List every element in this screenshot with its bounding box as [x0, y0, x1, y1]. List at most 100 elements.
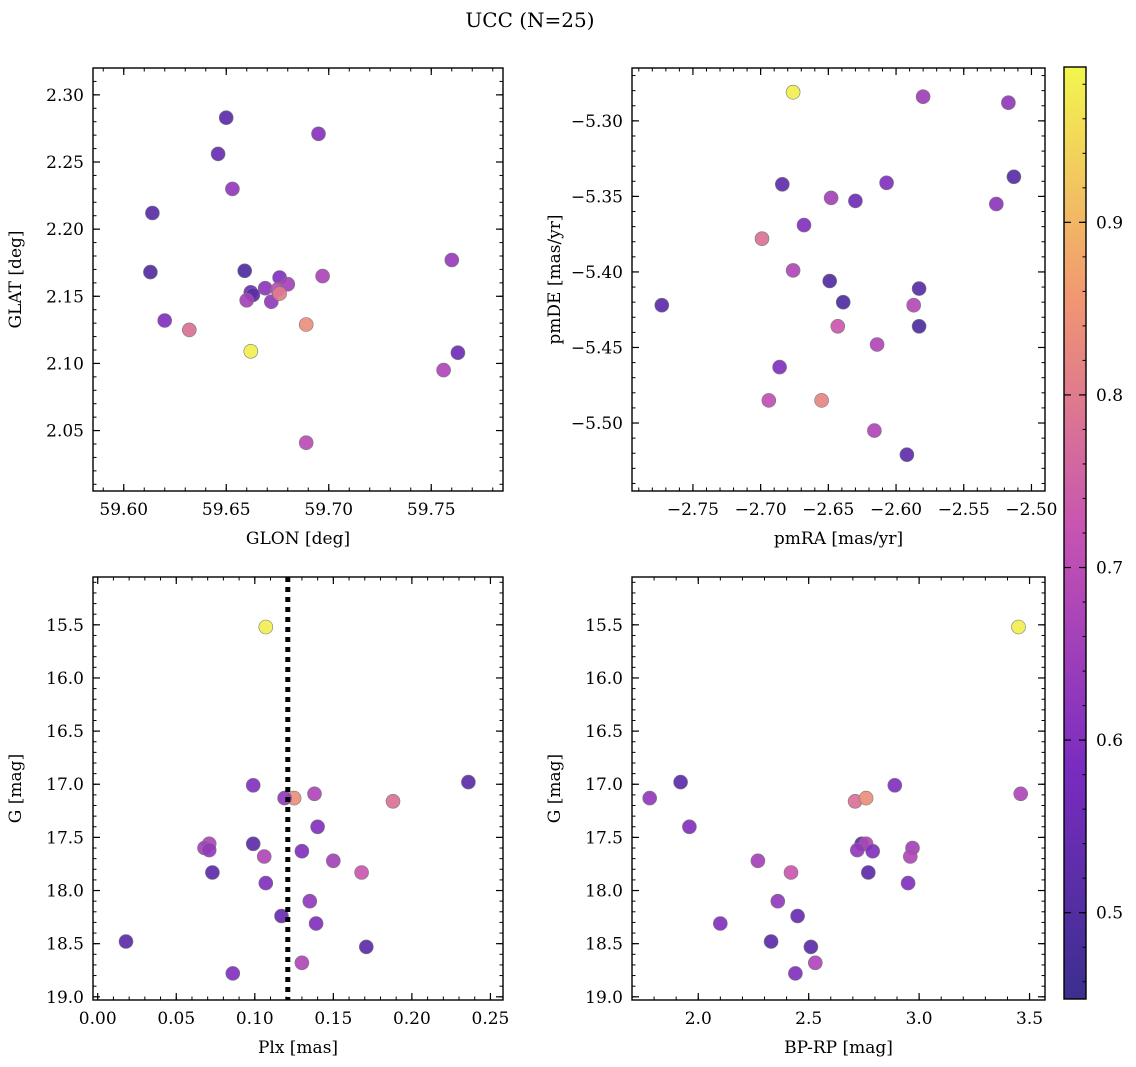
data-point: [298, 317, 314, 332]
data-point: [225, 181, 240, 197]
y-axis-label: GLAT [deg]: [6, 230, 26, 328]
y-tick-label: 18.5: [46, 935, 84, 955]
x-axis-label: BP-RP [mag]: [784, 1038, 893, 1058]
y-tick-label: −5.50: [571, 414, 623, 434]
ticks-pmra-pmde: −2.75 −2.70 −2.65 −2.60 −2.55 −2.50 −5.50 −5.45…: [571, 68, 1058, 520]
x-tick-label: −2.65: [802, 500, 854, 520]
data-point: [205, 865, 220, 880]
y-tick-label: 15.5: [585, 616, 623, 636]
data-point: [915, 89, 931, 104]
data-point: [237, 263, 252, 279]
y-axis-label: pmDE [mas/yr]: [545, 214, 565, 344]
x-tick-label: −2.70: [735, 500, 787, 520]
data-point: [294, 843, 310, 859]
data-point: [325, 853, 341, 869]
y-tick-label: 2.10: [46, 354, 84, 374]
ticks-glon-glat: 59.60 59.65 59.70 59.75 2.05 2.10 2.15 2.20 2.25…: [46, 67, 503, 520]
x-tick-label: −2.60: [870, 500, 922, 520]
ticks-bprp-g: 2.0 2.5 3.0 3.5 15.5 16.0 16.5 17.0 17.5 18.0 18.5…: [585, 577, 1045, 1029]
colorbar-tick-label: 0.8: [1096, 386, 1123, 406]
y-tick-label: 19.0: [585, 988, 623, 1008]
x-tick-label: 59.60: [99, 500, 148, 520]
y-tick-label: 18.0: [46, 882, 84, 902]
x-tick-label: 3.5: [1016, 1009, 1043, 1029]
data-point: [796, 217, 812, 233]
data-point: [436, 362, 451, 378]
colorbar-tick-label: 0.7: [1096, 559, 1123, 579]
x-axis-label: pmRA [mas/yr]: [774, 529, 903, 549]
data-point: [354, 865, 369, 880]
colorbar-tick-label: 0.5: [1096, 904, 1123, 924]
data-point: [673, 774, 688, 790]
data-point: [1011, 619, 1026, 635]
y-tick-label: 2.25: [46, 153, 84, 173]
data-point: [911, 281, 927, 296]
data-point: [201, 842, 217, 858]
data-point: [848, 193, 863, 209]
axes-frame: [631, 576, 1046, 1001]
x-tick-label: 2.0: [685, 1009, 712, 1029]
data-point: [790, 908, 805, 924]
data-point: [311, 126, 326, 142]
panel-bprp-g: 2.0 2.5 3.0 3.5 15.5 16.0 16.5 17.0 17.5 18.0 18.5…: [545, 576, 1046, 1058]
data-point: [258, 875, 274, 891]
data-point: [783, 865, 799, 880]
y-tick-label: −5.40: [571, 263, 623, 283]
axes-frame: [631, 67, 1046, 492]
y-tick-label: 16.5: [46, 722, 84, 742]
data-point: [807, 955, 823, 971]
data-point: [1006, 169, 1022, 185]
data-point: [785, 263, 801, 278]
y-tick-label: 17.5: [46, 828, 84, 848]
x-tick-label: 59.75: [407, 500, 456, 520]
points-glon-glat: [143, 110, 466, 451]
y-axis-label: G [mag]: [545, 754, 565, 823]
colorbar-tick-label: 0.9: [1096, 213, 1123, 233]
data-point: [256, 849, 272, 864]
x-tick-label: 0.10: [236, 1009, 274, 1029]
data-point: [315, 268, 330, 284]
data-point: [157, 313, 172, 328]
y-tick-label: 17.5: [585, 828, 623, 848]
y-tick-label: 15.5: [46, 616, 84, 636]
data-point: [294, 955, 310, 971]
data-point: [869, 337, 885, 352]
panel-pmra-pmde: −2.75 −2.70 −2.65 −2.60 −2.55 −2.50 −5.50 −5.45…: [545, 67, 1058, 549]
data-point: [887, 777, 903, 793]
data-point: [906, 297, 922, 313]
data-point: [761, 393, 777, 408]
y-tick-label: 16.0: [46, 669, 84, 689]
x-tick-label: 0.15: [314, 1009, 352, 1029]
panel-glon-glat: 59.60 59.65 59.70 59.75 2.05 2.10 2.15 2.20 2.25…: [6, 67, 504, 549]
data-point: [860, 865, 876, 880]
y-tick-label: −5.30: [571, 112, 623, 132]
y-tick-label: −5.35: [571, 187, 623, 207]
data-point: [774, 177, 790, 192]
y-tick-label: 17.0: [46, 775, 84, 795]
data-point: [865, 843, 881, 859]
axes-frame: [92, 67, 504, 492]
data-point: [988, 196, 1004, 212]
points-pmra-pmde: [654, 84, 1022, 463]
data-point: [867, 423, 882, 438]
data-point: [858, 790, 874, 806]
x-tick-label: 3.0: [906, 1009, 933, 1029]
data-point: [239, 292, 254, 308]
y-tick-label: 19.0: [46, 988, 84, 1008]
data-point: [772, 359, 787, 375]
data-point: [642, 790, 658, 806]
data-point: [307, 786, 322, 802]
data-point: [210, 146, 226, 162]
data-point: [835, 294, 851, 310]
data-point: [822, 273, 838, 289]
data-point: [444, 252, 460, 268]
y-tick-label: −5.45: [571, 338, 623, 358]
data-point: [358, 939, 374, 955]
data-point: [654, 297, 670, 313]
y-tick-label: 2.30: [46, 86, 84, 106]
data-point: [308, 916, 324, 931]
data-point: [225, 966, 241, 981]
data-point: [182, 322, 197, 338]
points-bprp-g: [642, 619, 1029, 981]
